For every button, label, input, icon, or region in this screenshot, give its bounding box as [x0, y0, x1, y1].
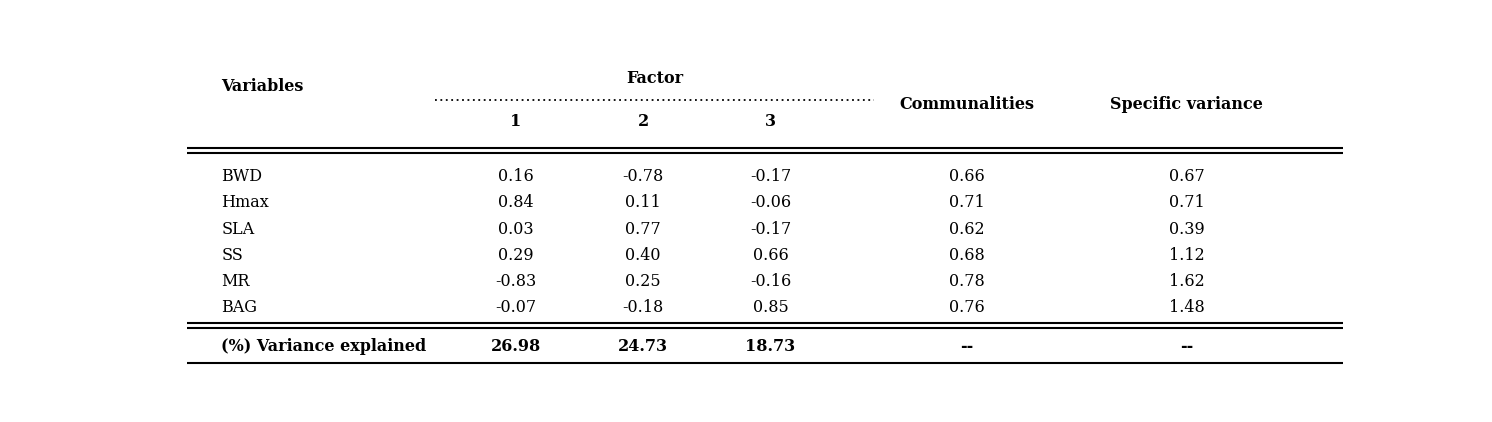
Text: 1: 1	[510, 113, 522, 130]
Text: BWD: BWD	[221, 168, 263, 185]
Text: 1.62: 1.62	[1168, 273, 1204, 290]
Text: 0.16: 0.16	[498, 168, 534, 185]
Text: 26.98: 26.98	[491, 338, 542, 355]
Text: 0.66: 0.66	[949, 168, 985, 185]
Text: -0.78: -0.78	[622, 168, 664, 185]
Text: 0.84: 0.84	[498, 195, 534, 211]
Text: 0.67: 0.67	[1168, 168, 1204, 185]
Text: 0.68: 0.68	[949, 247, 985, 264]
Text: 0.78: 0.78	[949, 273, 985, 290]
Text: -0.16: -0.16	[750, 273, 791, 290]
Text: Communalities: Communalities	[900, 96, 1034, 113]
Text: 0.85: 0.85	[752, 299, 788, 316]
Text: SS: SS	[221, 247, 243, 264]
Text: --: --	[961, 338, 974, 355]
Text: 0.29: 0.29	[498, 247, 534, 264]
Text: 24.73: 24.73	[618, 338, 668, 355]
Text: 0.40: 0.40	[625, 247, 661, 264]
Text: 0.76: 0.76	[949, 299, 985, 316]
Text: (%) Variance explained: (%) Variance explained	[221, 338, 427, 355]
Text: -0.17: -0.17	[750, 168, 791, 185]
Text: 0.66: 0.66	[752, 247, 788, 264]
Text: 0.62: 0.62	[949, 221, 985, 238]
Text: -0.18: -0.18	[622, 299, 664, 316]
Text: MR: MR	[221, 273, 249, 290]
Text: 1.12: 1.12	[1168, 247, 1204, 264]
Text: -0.07: -0.07	[495, 299, 537, 316]
Text: 0.71: 0.71	[1168, 195, 1204, 211]
Text: 0.11: 0.11	[625, 195, 661, 211]
Text: 0.39: 0.39	[1168, 221, 1204, 238]
Text: 2: 2	[637, 113, 649, 130]
Text: Factor: Factor	[627, 70, 683, 87]
Text: 0.03: 0.03	[498, 221, 534, 238]
Text: 0.25: 0.25	[625, 273, 661, 290]
Text: 18.73: 18.73	[746, 338, 795, 355]
Text: Hmax: Hmax	[221, 195, 269, 211]
Text: Specific variance: Specific variance	[1110, 96, 1264, 113]
Text: --: --	[1180, 338, 1194, 355]
Text: 3: 3	[765, 113, 776, 130]
Text: -0.06: -0.06	[750, 195, 791, 211]
Text: 0.71: 0.71	[949, 195, 985, 211]
Text: -0.83: -0.83	[495, 273, 537, 290]
Text: 1.48: 1.48	[1168, 299, 1204, 316]
Text: 0.77: 0.77	[625, 221, 661, 238]
Text: SLA: SLA	[221, 221, 254, 238]
Text: BAG: BAG	[221, 299, 257, 316]
Text: -0.17: -0.17	[750, 221, 791, 238]
Text: Variables: Variables	[221, 78, 303, 95]
